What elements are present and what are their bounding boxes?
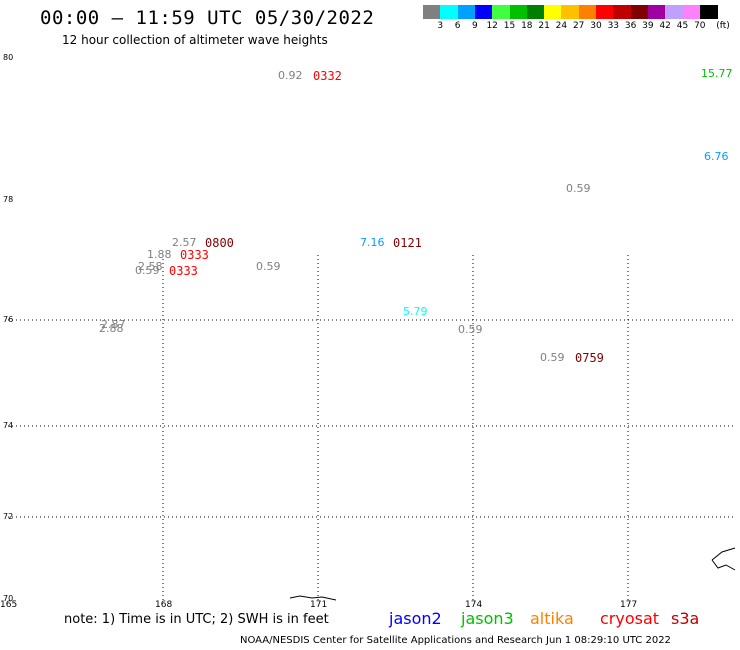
lat-label: 76	[3, 315, 14, 324]
time-label: 0333	[180, 248, 209, 262]
lat-label: 78	[3, 195, 14, 204]
lon-label: 174	[465, 600, 483, 610]
satellite-altika: altika	[530, 609, 574, 628]
swh-value: 6.76	[704, 150, 729, 163]
swh-value: 2.57	[172, 236, 197, 249]
colorbar-label: 36	[624, 21, 637, 31]
colorbar-label: 24	[555, 21, 568, 31]
lat-label: 72	[3, 512, 14, 521]
swh-value: 0.59	[540, 351, 565, 364]
coastline	[289, 547, 736, 601]
lon-label: 177	[620, 600, 638, 610]
map-title: 00:00 – 11:59 UTC 05/30/2022	[40, 7, 375, 29]
colorbar-swatch	[682, 5, 701, 19]
swh-value: 2.87	[101, 318, 126, 331]
swh-value: 0.59	[135, 264, 160, 277]
colorbar-swatch	[526, 5, 545, 19]
swh-value: 2.58	[138, 260, 163, 273]
satellite-s3a: s3a	[671, 609, 700, 628]
colorbar-swatch	[509, 5, 528, 19]
colorbar-label: 30	[590, 21, 602, 31]
lon-label: 165	[0, 600, 18, 610]
colorbar-swatch	[630, 5, 649, 19]
time-label: 0332	[313, 69, 342, 83]
colorbar-label: 45	[676, 21, 689, 31]
swh-value: 0.59	[566, 182, 591, 195]
colorbar-label: 15	[503, 21, 516, 31]
colorbar-label: 33	[607, 21, 620, 31]
colorbar-label: 27	[572, 21, 585, 31]
satellite-cryosat: cryosat	[600, 609, 660, 628]
colorbar-label: 18	[521, 21, 533, 31]
colorbar-swatch	[457, 5, 476, 19]
colorbar-swatch	[596, 5, 614, 19]
colorbar-swatch	[423, 5, 441, 19]
colorbar-swatch	[544, 5, 563, 19]
time-label: 0759	[575, 351, 604, 365]
time-label: 0121	[393, 236, 422, 250]
swh-value: 0.59	[458, 323, 483, 336]
colorbar-swatch	[561, 5, 580, 19]
colorbar-label: 3	[437, 21, 444, 31]
lon-label: 171	[310, 600, 328, 610]
colorbar-label: 6	[454, 21, 461, 31]
colorbar-label: 70	[694, 21, 706, 31]
footer-note: note: 1) Time is in UTC; 2) SWH is in fe…	[64, 612, 329, 627]
colorbar-label: 21	[538, 21, 550, 31]
time-label: 0800	[205, 236, 234, 250]
swh-value: 0.59	[256, 260, 281, 273]
colorbar-label: 42	[659, 21, 671, 31]
satellite-jason3: jason3	[461, 609, 514, 628]
colorbar-swatch	[699, 5, 718, 19]
colorbar-label: 9	[472, 21, 478, 31]
lat-label: 74	[3, 421, 14, 430]
swh-value: 0.92	[278, 69, 303, 82]
colorbar-swatch	[492, 5, 511, 19]
colorbar-label: 12	[486, 21, 498, 31]
colorbar-swatch	[440, 5, 459, 19]
time-label: 0333	[169, 264, 198, 278]
map-subtitle: 12 hour collection of altimeter wave hei…	[62, 33, 328, 47]
colorbar-swatch	[647, 5, 666, 19]
swh-value: 7.16	[360, 236, 385, 249]
colorbar-unit-label: (ft)	[716, 21, 730, 31]
credit-line: NOAA/NESDIS Center for Satellite Applica…	[240, 635, 671, 646]
colorbar-swatch	[578, 5, 597, 19]
satellite-jason2: jason2	[389, 609, 442, 628]
swh-value: 15.77	[701, 67, 733, 80]
colorbar-swatch	[613, 5, 632, 19]
swh-value: 2.88	[99, 322, 124, 335]
colorbar-swatch	[665, 5, 684, 19]
lat-label: 70	[3, 594, 14, 603]
colorbar-label: 39	[642, 21, 654, 31]
swh-value: 1.88	[147, 248, 172, 261]
lon-label: 168	[155, 600, 173, 610]
colorbar-swatch	[474, 5, 493, 19]
swh-value: 5.79	[403, 305, 428, 318]
lat-label: 80	[3, 53, 14, 62]
